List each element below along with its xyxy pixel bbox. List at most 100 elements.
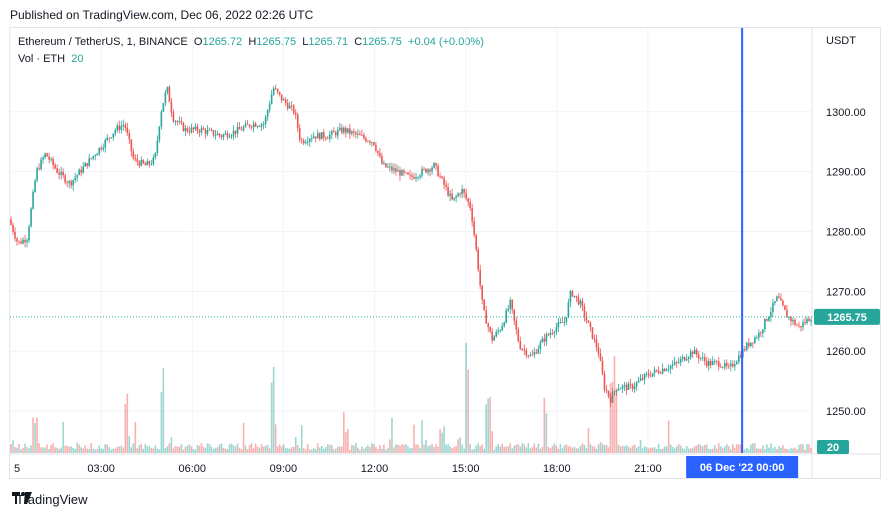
candle-body [455,196,457,198]
volume-bar [204,447,207,453]
candle-body [557,322,560,328]
candle-body [559,322,562,323]
volume-bar [613,355,616,453]
candle-body [264,116,267,125]
candle-body [699,357,702,359]
volume-bar [361,446,363,453]
candle-body [328,134,331,139]
candle-body [353,131,355,133]
candle-body [351,131,353,134]
candle-body [90,158,93,160]
volume-bar [222,447,225,453]
candle-body [114,130,117,134]
volume-bar [601,443,604,453]
candle-body [280,94,283,101]
candle-body [36,168,38,181]
volume-bar [681,448,684,453]
candle-body [202,128,205,130]
volume-bar [134,421,137,453]
candle-body [304,142,307,144]
candle-body [341,127,343,133]
candle-body [517,329,520,342]
candle-body [681,357,684,360]
volume-bar [491,431,494,453]
volume-bar [441,432,443,453]
candle-body [701,357,704,359]
candle-body [268,103,271,111]
candle-body [379,153,381,157]
volume-bar [258,447,261,453]
volume-bar [353,445,355,453]
candle-body [571,291,574,297]
volume-bar [784,448,786,453]
candle-body [740,355,742,358]
volume-bar [312,448,315,453]
volume-bar [355,443,357,453]
volume-bar [140,443,143,453]
candle-body [796,324,798,326]
volume-bar [196,444,199,453]
volume-bar [367,445,369,453]
volume-bar [471,449,473,453]
volume-bar [320,445,323,453]
volume-bar [226,449,229,453]
volume-bar [489,397,491,453]
legend-low-label: L [302,36,309,48]
volume-bar [78,444,80,453]
candle-body [148,161,151,165]
candle-body [182,122,185,131]
volume-bar [717,443,720,453]
volume-bar [651,447,654,453]
volume-bar [531,447,534,453]
volume-bar [88,448,90,453]
candle-body [357,133,359,135]
volume-bar [583,444,586,453]
volume-bar [559,444,562,453]
volume-bar [12,440,14,453]
candle-body [42,157,44,160]
volume-bar [104,444,107,453]
candle-body [623,384,626,386]
candle-body [377,150,379,154]
volume-bar [625,445,628,453]
volume-bar [389,439,391,453]
volume-bar [286,448,289,453]
volume-bar [623,446,626,453]
volume-bar [513,445,516,453]
volume-bar [48,448,50,453]
candle-body [369,141,371,143]
volume-bar [687,448,690,453]
volume-bar [399,445,401,453]
candle-body [208,129,211,131]
candle-body [467,198,469,202]
candle-body [146,161,149,166]
candle-body [10,219,12,225]
x-tick-label: 21:00 [634,463,662,475]
volume-bar [210,446,213,453]
legend-high-value: 1265.75 [256,36,297,48]
candle-body [631,384,634,390]
volume-bar [770,443,772,453]
candle-body [429,169,431,172]
volume-bar [373,444,375,453]
candle-body [772,303,774,313]
volume-bar [126,393,129,453]
candle-body [441,176,443,178]
volume-bar [729,449,732,453]
candle-body [54,165,56,169]
volume-bar [302,448,305,453]
candle-body [461,189,463,195]
volume-bar [780,447,782,453]
volume-bar [734,447,736,453]
tradingview-footer[interactable]: TradingView [12,492,88,507]
candle-body [449,193,451,196]
candle-body [433,163,435,168]
candle-body [481,285,483,300]
x-tick-label: 18:00 [543,463,571,475]
candle-body [653,369,656,374]
candle-body [359,133,361,136]
volume-bar [591,446,594,453]
volume-bar [509,443,512,453]
candle-body [355,132,357,135]
